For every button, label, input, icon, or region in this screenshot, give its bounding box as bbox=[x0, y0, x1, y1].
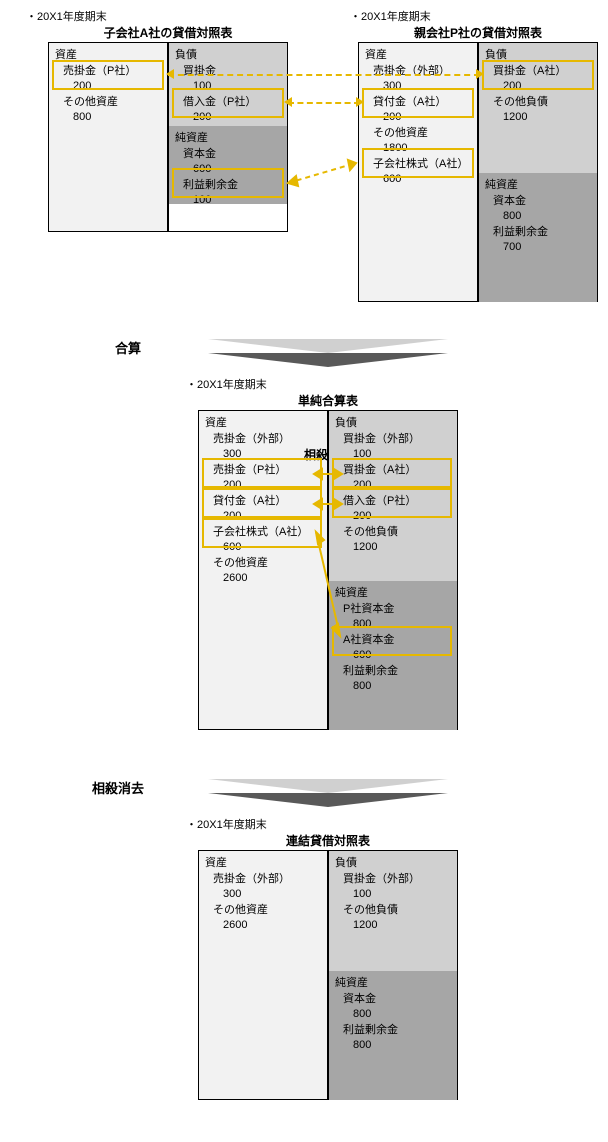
p-asset-3-val: 600 bbox=[359, 172, 477, 188]
p-eq-1-label: 利益剰余金 bbox=[479, 225, 597, 240]
down-arrow-icon bbox=[208, 353, 448, 367]
c-eq-header: 純資産 bbox=[329, 971, 457, 992]
period-label-a: ・20X1年度期末 bbox=[26, 8, 107, 24]
sheet-sum-title: 単純合算表 bbox=[198, 392, 458, 409]
s-e2-l: 利益剰余金 bbox=[329, 664, 457, 679]
p-eq-0-val: 800 bbox=[479, 209, 597, 225]
c-a1-l: その他資産 bbox=[199, 903, 327, 918]
p-eq-header: 純資産 bbox=[479, 173, 597, 194]
a-asset-1-val: 800 bbox=[49, 110, 167, 126]
a-eq-1-label: 利益剰余金 bbox=[169, 178, 287, 193]
s-l2-v: 200 bbox=[329, 509, 457, 525]
c-e1-l: 利益剰余金 bbox=[329, 1023, 457, 1038]
step-sousai-label: 相殺消去 bbox=[78, 778, 158, 797]
period-label-sum: ・20X1年度期末 bbox=[186, 376, 267, 392]
c-e0-v: 800 bbox=[329, 1007, 457, 1023]
c-a0-v: 300 bbox=[199, 887, 327, 903]
c-l0-v: 100 bbox=[329, 887, 457, 903]
p-asset-0-val: 300 bbox=[359, 79, 477, 95]
s-l0-v: 100 bbox=[329, 447, 457, 463]
s-e0-v: 800 bbox=[329, 617, 457, 633]
arrowhead-icon bbox=[476, 69, 484, 79]
a-asset-1-label: その他資産 bbox=[49, 95, 167, 110]
arrowhead-icon bbox=[284, 97, 292, 107]
conn-shihon-kogaisha bbox=[286, 158, 364, 188]
down-arrow-top-icon bbox=[208, 779, 448, 793]
p-eq-1-val: 700 bbox=[479, 240, 597, 256]
sheet-cons: 資産 売掛金（外部） 300 その他資産 2600 負債 買掛金（外部） 100… bbox=[198, 850, 458, 1100]
p-eq-0-label: 資本金 bbox=[479, 194, 597, 209]
conn-kariire-kashitsuke bbox=[288, 102, 360, 104]
p-liab-1-label: その他負債 bbox=[479, 95, 597, 110]
sheet-p: 資産 売掛金（外部） 300 貸付金（A社） 200 その他資産 1800 子会… bbox=[358, 42, 598, 302]
a-liab-header: 負債 bbox=[169, 43, 287, 64]
a-eq-0-val: 600 bbox=[169, 162, 287, 178]
c-l1-v: 1200 bbox=[329, 918, 457, 934]
arrowhead-icon bbox=[356, 97, 364, 107]
a-liab-1-val: 200 bbox=[169, 110, 287, 126]
a-liab-1-label: 借入金（P社） bbox=[169, 95, 287, 110]
s-e1-l: A社資本金 bbox=[329, 633, 457, 648]
p-liab-1-val: 1200 bbox=[479, 110, 597, 126]
a-liab-0-val: 100 bbox=[169, 79, 287, 95]
p-asset-3-label: 子会社株式（A社） bbox=[359, 157, 477, 172]
conn-sousai-1 bbox=[308, 464, 348, 484]
c-liab-header: 負債 bbox=[329, 851, 457, 872]
arrowhead-icon bbox=[166, 69, 174, 79]
s-l1-v: 200 bbox=[329, 478, 457, 494]
sousai-label: 相殺 bbox=[304, 446, 328, 463]
s-assets-header: 資産 bbox=[199, 411, 327, 432]
down-arrow-icon bbox=[208, 793, 448, 807]
s-l2-l: 借入金（P社） bbox=[329, 494, 457, 509]
p-liab-header: 負債 bbox=[479, 43, 597, 64]
s-e0-l: P社資本金 bbox=[329, 602, 457, 617]
p-asset-1-label: 貸付金（A社） bbox=[359, 95, 477, 110]
c-l1-l: その他負債 bbox=[329, 903, 457, 918]
period-label-p: ・20X1年度期末 bbox=[350, 8, 431, 24]
p-asset-1-val: 200 bbox=[359, 110, 477, 126]
s-l1-l: 買掛金（A社） bbox=[329, 463, 457, 478]
c-l0-l: 買掛金（外部） bbox=[329, 872, 457, 887]
conn-urikake-kaikake bbox=[168, 74, 480, 76]
s-eq-header: 純資産 bbox=[329, 581, 457, 602]
a-eq-header: 純資産 bbox=[169, 126, 287, 147]
sheet-cons-title: 連結貸借対照表 bbox=[198, 832, 458, 849]
p-liab-0-label: 買掛金（A社） bbox=[479, 64, 597, 79]
c-assets-header: 資産 bbox=[199, 851, 327, 872]
step-gassan-label: 合算 bbox=[88, 338, 168, 357]
assets-header: 資産 bbox=[49, 43, 167, 64]
conn-sousai-2 bbox=[308, 494, 348, 514]
c-e0-l: 資本金 bbox=[329, 992, 457, 1007]
c-a0-l: 売掛金（外部） bbox=[199, 872, 327, 887]
p-assets-header: 資産 bbox=[359, 43, 477, 64]
down-arrow-top-icon bbox=[208, 339, 448, 353]
sheet-p-title: 親会社P社の貸借対照表 bbox=[358, 24, 598, 41]
s-l3-l: その他負債 bbox=[329, 525, 457, 540]
a-liab-0-label: 買掛金 bbox=[169, 64, 287, 79]
s-liab-header: 負債 bbox=[329, 411, 457, 432]
s-a0-l: 売掛金（外部） bbox=[199, 432, 327, 447]
sheet-a-title: 子会社A社の貸借対照表 bbox=[48, 24, 288, 41]
a-asset-0-val: 200 bbox=[49, 79, 167, 95]
c-a1-v: 2600 bbox=[199, 918, 327, 934]
s-l0-l: 買掛金（外部） bbox=[329, 432, 457, 447]
a-eq-0-label: 資本金 bbox=[169, 147, 287, 162]
s-e1-v: 600 bbox=[329, 648, 457, 664]
p-liab-0-val: 200 bbox=[479, 79, 597, 95]
conn-sousai-3 bbox=[308, 524, 348, 644]
p-asset-2-val: 1800 bbox=[359, 141, 477, 157]
s-l3-v: 1200 bbox=[329, 540, 457, 556]
s-e2-v: 800 bbox=[329, 679, 457, 695]
period-label-cons: ・20X1年度期末 bbox=[186, 816, 267, 832]
a-eq-1-val: 100 bbox=[169, 193, 287, 209]
diagram-canvas: ・20X1年度期末 子会社A社の貸借対照表 資産 売掛金（P社） 200 その他… bbox=[8, 8, 600, 1134]
p-asset-2-label: その他資産 bbox=[359, 126, 477, 141]
c-e1-v: 800 bbox=[329, 1038, 457, 1054]
a-asset-0-label: 売掛金（P社） bbox=[49, 64, 167, 79]
p-asset-0-label: 売掛金（外部） bbox=[359, 64, 477, 79]
